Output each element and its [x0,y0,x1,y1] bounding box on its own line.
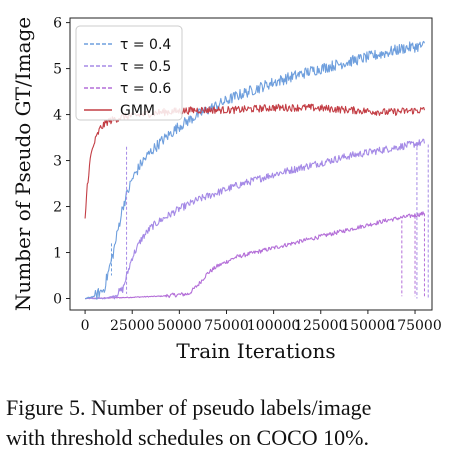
x-tick-label: 75000 [204,318,249,334]
x-tick-label: 125000 [294,318,347,334]
x-axis-label: Train Iterations [176,339,335,363]
caption-line-2: with threshold schedules on COCO 10%. [6,425,369,450]
x-tick-label: 50000 [157,318,202,334]
legend-label: τ = 0.5 [120,59,171,75]
y-tick-label: 3 [53,154,62,170]
plot-frame [69,17,433,311]
y-axis: 0 1 2 3 4 5 6 [53,16,70,308]
series-line--0-4 [85,40,425,300]
chart: 0 1 2 3 4 5 6 0 25000 50000 750001000001250001500… [11,16,442,363]
y-axis-label: Number of Pseudo GT/Image [11,17,35,311]
x-tick-label: 175000 [388,318,441,334]
figure-caption: Figure 5. Number of pseudo labels/image … [6,393,468,453]
legend-label: τ = 0.6 [120,81,171,97]
x-tick-label: 150000 [341,318,394,334]
series-line-gmm [84,103,425,219]
x-tick-label: 100000 [247,318,300,334]
series-line--0-5 [84,138,426,300]
y-tick-label: 5 [53,62,62,78]
legend-label: τ = 0.4 [120,37,171,53]
legend-box [75,25,183,121]
legend-label: GMM [120,103,155,119]
y-tick-label: 0 [53,292,62,308]
x-tick-label: 0 [81,318,90,334]
legend: τ = 0.4 τ = 0.5 τ = 0.6 GMM [75,25,183,121]
y-tick-label: 1 [53,246,62,262]
series-line--0-6 [84,211,425,300]
caption-line-1: Figure 5. Number of pseudo labels/image [6,395,372,420]
y-tick-label: 6 [53,16,62,32]
x-tick-label: 25000 [110,318,155,334]
y-tick-label: 2 [53,200,62,216]
y-tick-label: 4 [53,108,62,124]
